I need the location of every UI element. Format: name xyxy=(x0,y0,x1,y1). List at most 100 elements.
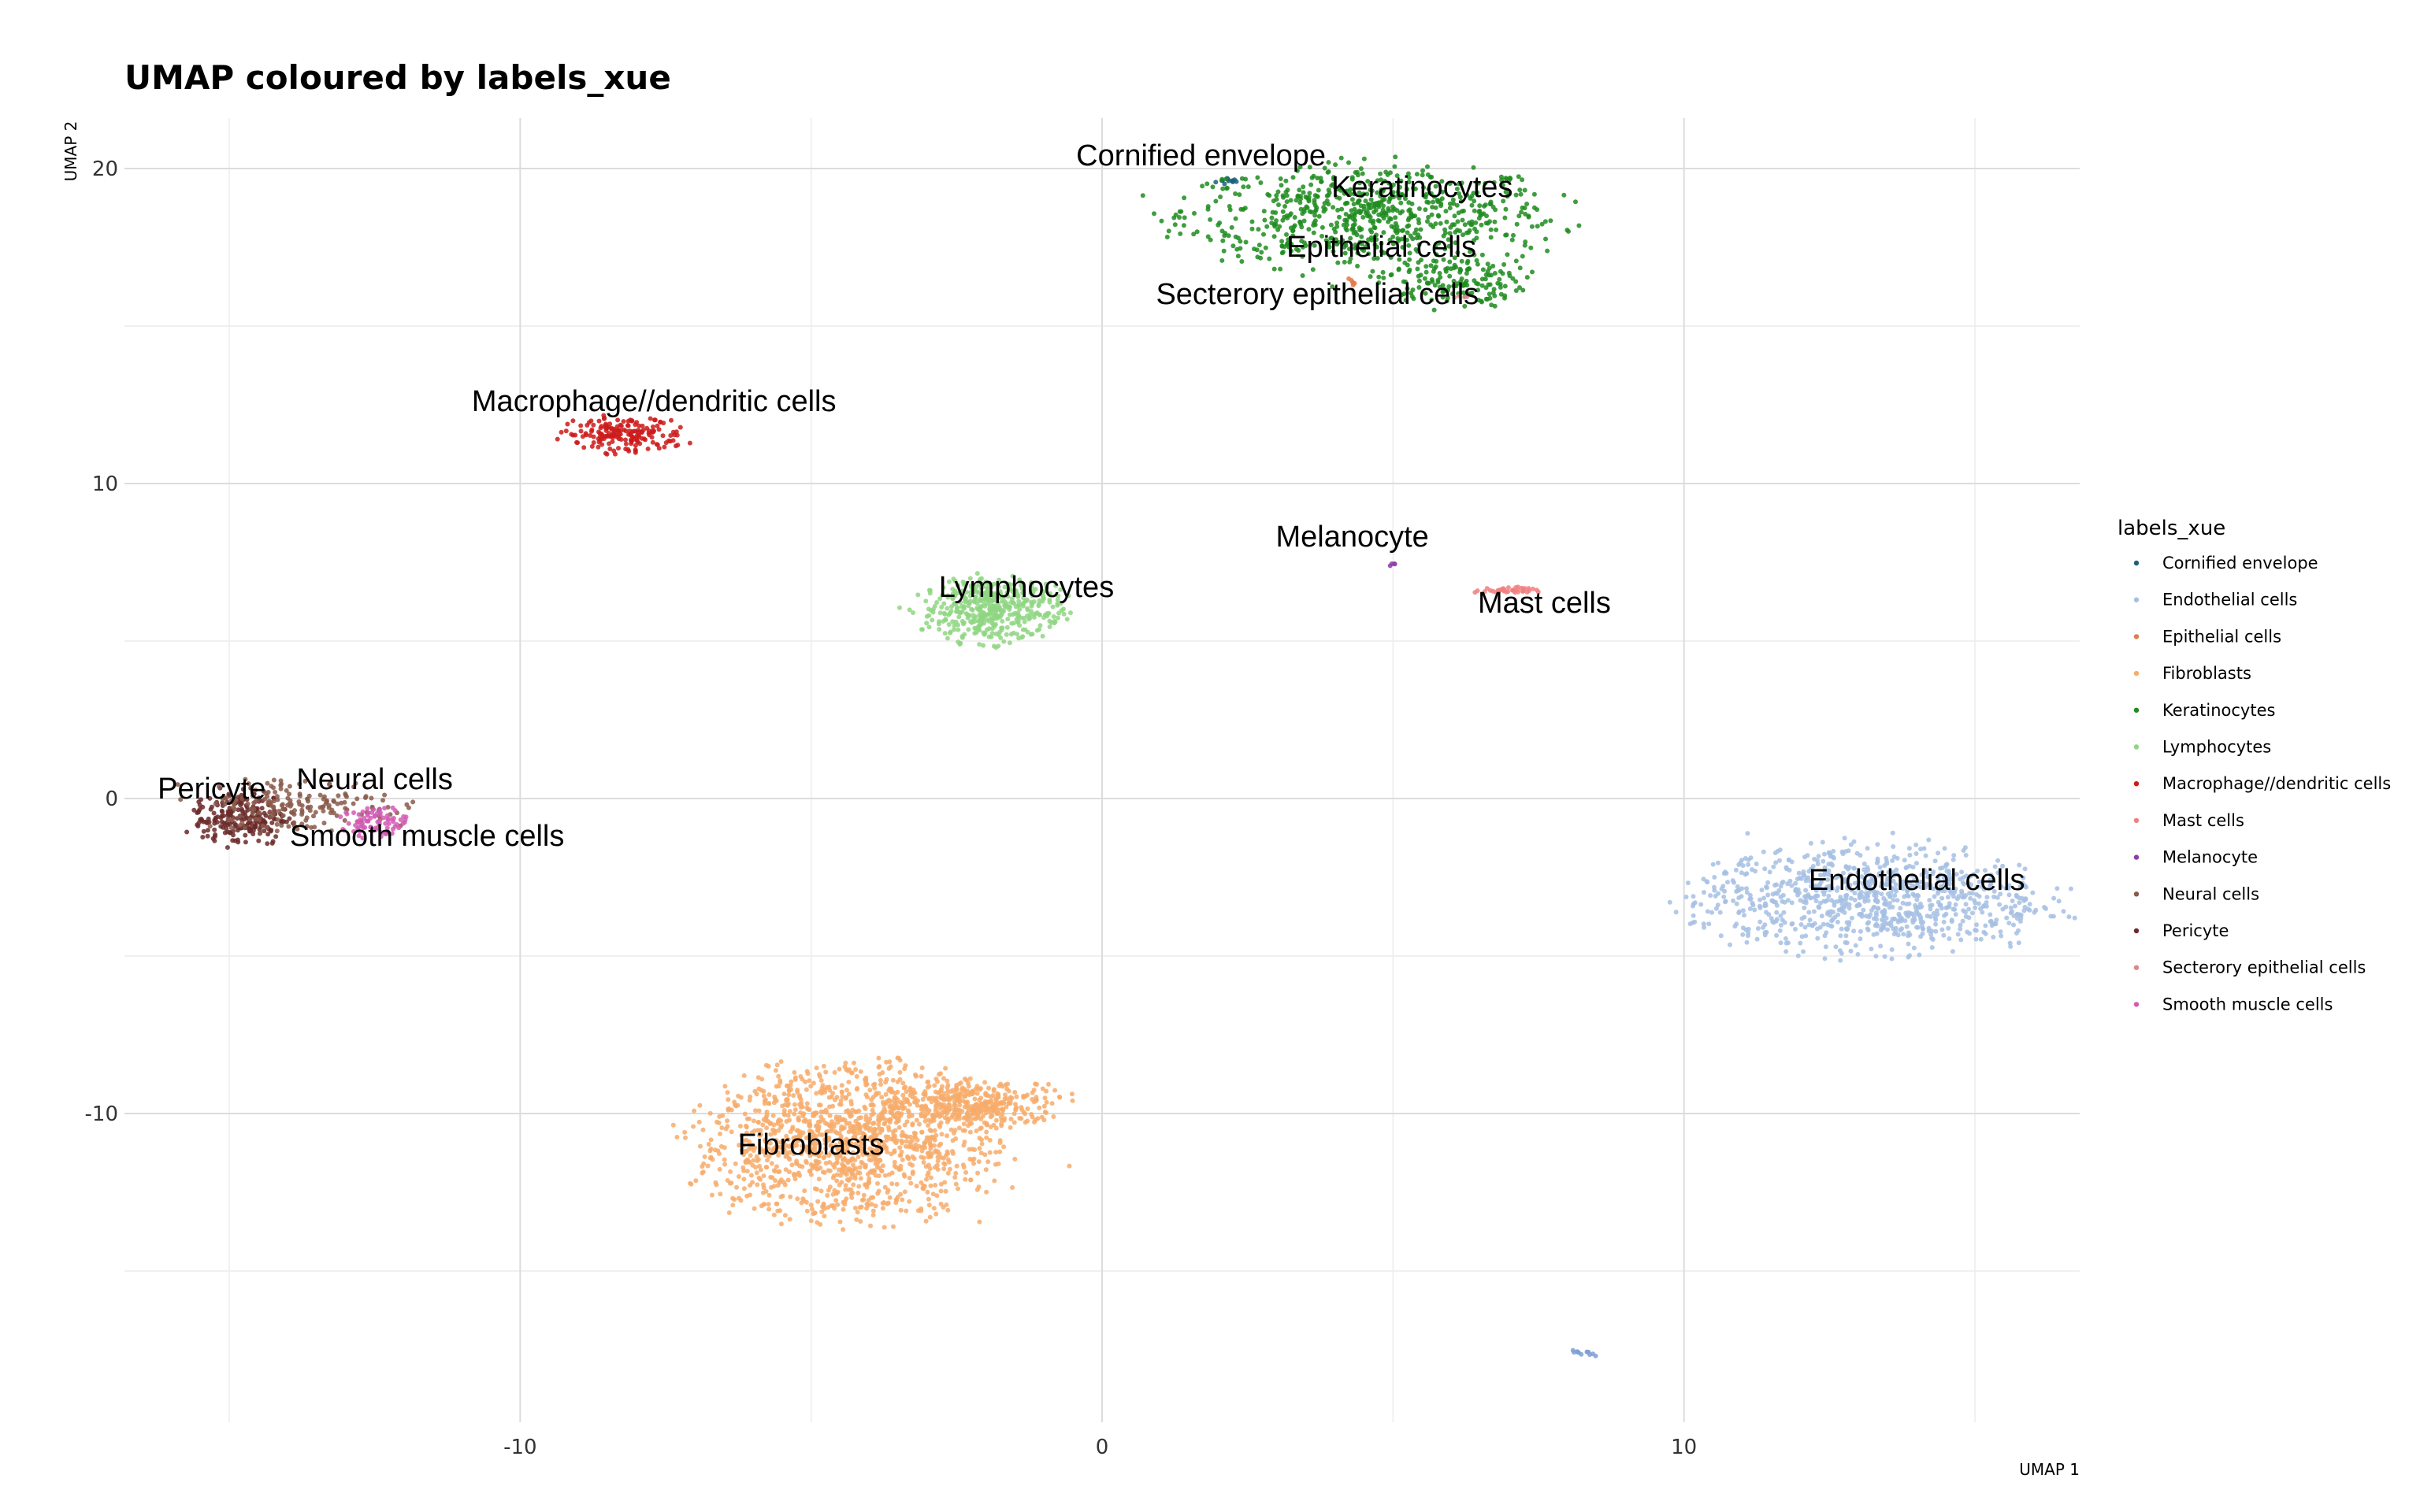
scatter-point xyxy=(588,428,594,434)
scatter-point xyxy=(1491,287,1497,292)
scatter-point xyxy=(964,1112,970,1117)
scatter-point xyxy=(938,1188,944,1194)
scatter-point xyxy=(832,1206,837,1211)
scatter-point xyxy=(687,440,692,446)
scatter-point xyxy=(1865,846,1870,851)
scatter-point xyxy=(656,427,662,432)
scatter-point xyxy=(1876,906,1880,911)
scatter-point xyxy=(1140,193,1145,198)
scatter-point xyxy=(814,1065,819,1071)
scatter-point xyxy=(1042,1095,1048,1101)
scatter-point xyxy=(933,1211,939,1217)
scatter-point xyxy=(981,591,986,596)
scatter-point xyxy=(1575,1349,1580,1354)
scatter-point xyxy=(1847,872,1853,877)
scatter-point xyxy=(1264,224,1270,229)
scatter-point xyxy=(988,1114,993,1120)
scatter-point xyxy=(953,1170,959,1176)
scatter-point xyxy=(875,1191,881,1196)
scatter-point xyxy=(615,417,621,423)
scatter-point xyxy=(321,794,327,799)
scatter-point xyxy=(804,1105,810,1110)
scatter-point xyxy=(786,1092,792,1098)
scatter-point xyxy=(354,796,360,802)
scatter-point xyxy=(926,606,931,612)
scatter-point xyxy=(1023,627,1028,632)
scatter-point xyxy=(1766,912,1772,917)
scatter-point xyxy=(1243,176,1249,182)
scatter-point xyxy=(899,1149,904,1154)
scatter-point xyxy=(950,619,956,624)
scatter-point xyxy=(1431,194,1437,199)
scatter-point xyxy=(1358,166,1364,172)
scatter-point xyxy=(979,1141,985,1147)
scatter-point xyxy=(351,784,356,790)
scatter-point xyxy=(1365,179,1371,184)
scatter-point xyxy=(938,1094,944,1099)
scatter-point xyxy=(1513,288,1519,293)
y-tick-label: 10 xyxy=(92,472,118,496)
scatter-point xyxy=(1363,198,1368,204)
scatter-point xyxy=(654,442,659,447)
scatter-point xyxy=(1423,269,1429,275)
scatter-point xyxy=(607,421,613,427)
scatter-point xyxy=(1322,165,1327,171)
scatter-point xyxy=(229,817,235,823)
scatter-point xyxy=(1519,209,1524,215)
scatter-point xyxy=(822,1121,828,1126)
scatter-point xyxy=(1368,274,1373,280)
scatter-point xyxy=(1301,218,1307,224)
scatter-point xyxy=(1271,234,1277,239)
scatter-point xyxy=(384,813,390,818)
scatter-point xyxy=(933,1095,939,1101)
scatter-point xyxy=(1479,283,1485,288)
scatter-point xyxy=(928,1119,933,1125)
scatter-point xyxy=(1314,205,1319,210)
scatter-point xyxy=(778,1221,784,1227)
scatter-point xyxy=(1861,907,1866,913)
scatter-point xyxy=(1435,213,1441,218)
scatter-point xyxy=(599,432,605,438)
scatter-point xyxy=(1745,831,1750,836)
legend-key xyxy=(2133,744,2140,750)
scatter-point xyxy=(1487,202,1493,206)
scatter-point xyxy=(1420,168,1425,173)
scatter-point xyxy=(977,1146,982,1151)
scatter-point xyxy=(1458,198,1464,204)
scatter-point xyxy=(1464,261,1470,265)
scatter-point xyxy=(964,1116,970,1121)
scatter-point xyxy=(660,433,666,439)
scatter-point xyxy=(1513,258,1519,264)
scatter-point xyxy=(938,1201,944,1206)
scatter-point xyxy=(954,1163,959,1169)
scatter-point xyxy=(693,1178,699,1184)
scatter-point xyxy=(1405,217,1411,223)
scatter-point xyxy=(1431,307,1437,313)
scatter-point xyxy=(1464,271,1469,276)
scatter-point xyxy=(1375,218,1381,223)
scatter-point xyxy=(778,1194,784,1199)
scatter-point xyxy=(1487,295,1493,301)
scatter-point xyxy=(864,1201,870,1206)
scatter-point xyxy=(1913,884,1918,890)
scatter-point xyxy=(795,1088,800,1093)
scatter-point xyxy=(242,825,247,831)
scatter-point xyxy=(1576,223,1582,228)
scatter-point xyxy=(1505,194,1510,199)
scatter-point xyxy=(376,824,381,829)
scatter-point xyxy=(355,819,361,825)
scatter-point xyxy=(847,1067,852,1073)
scatter-point xyxy=(1893,882,1899,888)
scatter-point xyxy=(614,424,620,429)
scatter-point xyxy=(933,1089,938,1095)
scatter-point xyxy=(925,1189,930,1195)
scatter-point xyxy=(184,829,190,835)
scatter-point xyxy=(741,1177,747,1182)
scatter-point xyxy=(834,1095,840,1100)
scatter-point xyxy=(1761,849,1766,854)
scatter-point xyxy=(1667,899,1672,905)
legend-key xyxy=(2133,707,2140,713)
scatter-point xyxy=(1324,198,1330,203)
scatter-point xyxy=(1761,925,1765,930)
scatter-point xyxy=(796,1117,801,1123)
